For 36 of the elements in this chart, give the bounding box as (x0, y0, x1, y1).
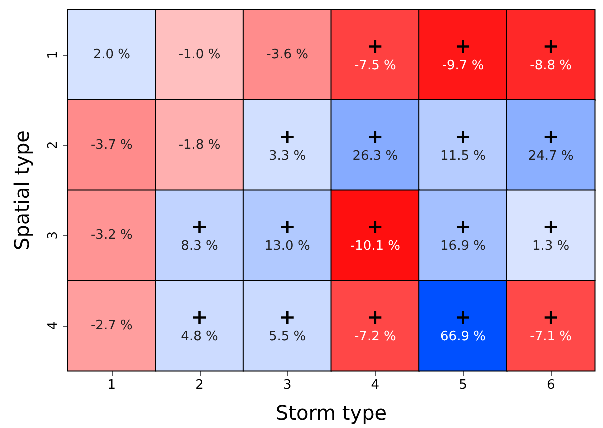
data-label: -1.0 % (178, 48, 221, 63)
data-label: + -7.1 % (530, 304, 572, 344)
data-label: + 1.3 % (532, 214, 570, 254)
data-label: -3.7 % (90, 138, 133, 153)
data-label: + 13.0 % (264, 214, 310, 254)
y-tick-label: 1 (46, 50, 61, 60)
data-label: 2.0 % (93, 48, 131, 63)
data-label: + 26.3 % (352, 124, 398, 164)
y-tick-label: 3 (46, 231, 61, 240)
data-label: + -10.1 % (350, 214, 400, 254)
x-axis-title: Storm type (276, 401, 388, 425)
x-tick-label: 1 (108, 378, 116, 393)
x-tick-label: 2 (196, 378, 204, 393)
data-label: + 3.3 % (268, 124, 306, 164)
data-label: + 11.5 % (440, 124, 486, 164)
y-axis-title: Spatial type (10, 130, 34, 250)
data-label: + 24.7 % (528, 124, 574, 164)
data-label: + -8.8 % (530, 34, 572, 74)
data-label: -3.2 % (90, 228, 133, 244)
data-label: + 8.3 % (181, 214, 218, 254)
data-label: + 5.5 % (268, 304, 306, 344)
x-tick-label: 5 (459, 378, 468, 393)
data-label: + -9.7 % (442, 34, 484, 74)
data-label: -3.6 % (266, 48, 309, 63)
x-tick-label: 3 (283, 378, 292, 393)
x-tick-label: 6 (546, 378, 556, 393)
data-label: + 4.8 % (181, 304, 218, 344)
data-label: + 66.9 % (440, 304, 486, 344)
data-label: + 16.9 % (440, 214, 486, 254)
data-label: -2.7 % (90, 318, 133, 334)
y-tick-label: 4 (46, 322, 61, 330)
data-label: -1.8 % (178, 138, 221, 153)
x-tick-label: 4 (371, 378, 380, 393)
y-tick-label: 2 (46, 141, 61, 150)
data-label: + -7.2 % (354, 304, 396, 344)
data-label: + -7.5 % (354, 34, 396, 74)
